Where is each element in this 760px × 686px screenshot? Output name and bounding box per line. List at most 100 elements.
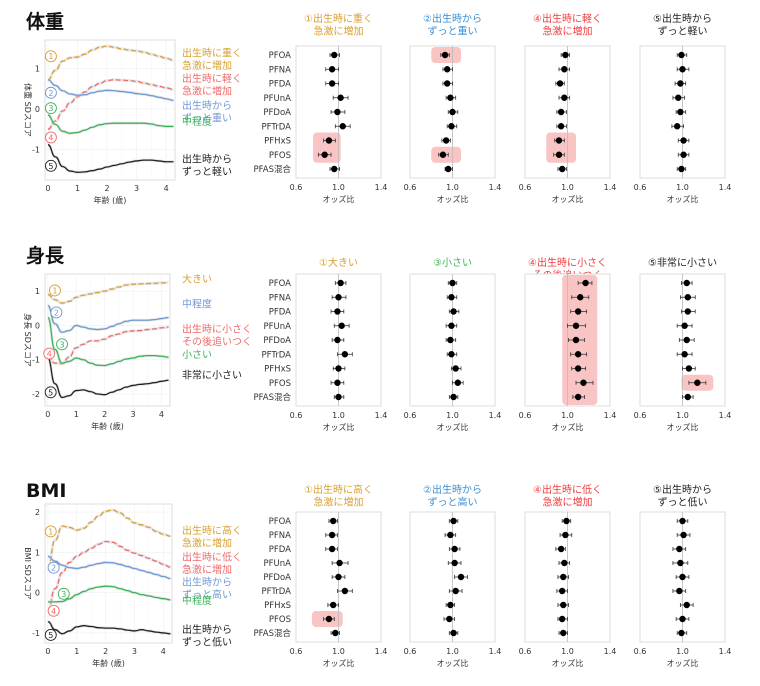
odds-ratio-point bbox=[684, 294, 692, 301]
odds-ratio-point bbox=[450, 393, 457, 401]
x-tick-label: 0.6 bbox=[290, 411, 303, 420]
odds-ratio-point bbox=[683, 279, 690, 287]
odds-ratio-point bbox=[335, 573, 342, 581]
odds-ratio-point bbox=[677, 559, 684, 567]
odds-ratio-point bbox=[335, 365, 342, 372]
series-marker-number: 5 bbox=[48, 388, 53, 397]
panel-title: ずっと高い bbox=[428, 496, 478, 509]
series-marker-circle bbox=[44, 159, 57, 172]
x-tick-label: 3 bbox=[131, 410, 136, 419]
odds-ratio-point bbox=[676, 545, 683, 553]
odds-ratio-point bbox=[451, 559, 458, 567]
odds-ratio-point bbox=[678, 165, 685, 173]
y-tick-label: 0 bbox=[35, 589, 40, 598]
x-tick-label: 1.0 bbox=[332, 183, 345, 192]
row-label: PFOS bbox=[269, 151, 291, 161]
odds-ratio-point bbox=[447, 531, 454, 539]
panel-title: 急激に増加 bbox=[543, 25, 593, 38]
row-label: PFNA bbox=[269, 531, 291, 541]
x-tick-label: 1.4 bbox=[489, 411, 502, 420]
odds-ratio-point bbox=[561, 66, 568, 73]
series-marker-circle bbox=[44, 525, 57, 538]
odds-ratio-point bbox=[557, 108, 565, 116]
odds-ratio-point bbox=[449, 279, 456, 287]
panel-title: ⑤出生時から bbox=[653, 483, 712, 496]
odds-ratio-point bbox=[439, 151, 447, 158]
odds-ratio-point bbox=[558, 615, 566, 623]
panel-title: ③小さい bbox=[433, 257, 472, 269]
odds-ratio-point bbox=[447, 336, 454, 344]
series-label: 出生時から bbox=[182, 99, 232, 112]
odds-ratio-point bbox=[558, 587, 566, 595]
x-tick-label: 1.0 bbox=[446, 411, 459, 420]
odds-ratio-point bbox=[555, 137, 563, 144]
x-tick-label: 0.6 bbox=[519, 183, 532, 192]
row-label: PFUnA bbox=[264, 322, 292, 332]
series-line-4 bbox=[47, 540, 171, 612]
series-marker-circle bbox=[48, 284, 61, 297]
row-label: PFOS bbox=[269, 615, 291, 625]
x-tick-label: 0.6 bbox=[519, 411, 532, 420]
forest-panel: ①大きい 0.6 1.0 1.4 オッズ比 bbox=[290, 256, 388, 432]
series-label: 出生時から bbox=[182, 623, 232, 636]
odds-ratio-point bbox=[331, 165, 338, 173]
row-label: PFUnA bbox=[264, 559, 292, 569]
odds-ratio-point bbox=[679, 615, 686, 623]
series-line-1 bbox=[47, 281, 169, 304]
series-label: 出生時に高く bbox=[182, 524, 242, 537]
y-tick-label: 1 bbox=[35, 64, 40, 73]
x-tick-label: 0.6 bbox=[290, 183, 303, 192]
odds-ratio-point bbox=[680, 531, 687, 539]
x-tick-label: 0.6 bbox=[290, 647, 303, 656]
odds-ratio-point bbox=[451, 545, 458, 553]
odds-ratio-point bbox=[561, 94, 568, 101]
x-axis-title: オッズ比 bbox=[667, 658, 699, 668]
odds-ratio-point bbox=[449, 108, 456, 116]
odds-ratio-point bbox=[341, 351, 349, 358]
odds-ratio-point bbox=[574, 365, 582, 372]
x-axis-title: オッズ比 bbox=[437, 422, 469, 432]
odds-ratio-point bbox=[562, 531, 569, 539]
row-label: PFOA bbox=[269, 279, 292, 289]
x-tick-label: 1.4 bbox=[719, 183, 732, 192]
odds-ratio-point bbox=[574, 308, 582, 315]
series-marker-circle bbox=[47, 561, 60, 574]
row-label: PFAS混合 bbox=[254, 628, 292, 639]
series-label: ずっと低い bbox=[182, 635, 232, 648]
series-marker-number: 5 bbox=[48, 631, 53, 640]
series-marker-number: 2 bbox=[48, 89, 53, 98]
odds-ratio-point bbox=[335, 294, 342, 301]
row-label: PFUnA bbox=[264, 94, 292, 104]
series-marker-circle bbox=[47, 604, 60, 617]
odds-ratio-point bbox=[448, 351, 455, 358]
series-label: 大きい bbox=[182, 273, 212, 286]
row-label: PFTrDA bbox=[261, 587, 291, 597]
odds-ratio-point bbox=[684, 393, 692, 401]
x-tick-label: 2 bbox=[103, 647, 108, 656]
odds-ratio-point bbox=[448, 322, 455, 329]
series-line-2 bbox=[47, 304, 169, 333]
series-label: 非常に小さい bbox=[182, 369, 242, 382]
odds-ratio-point bbox=[442, 137, 450, 144]
row-label: PFOS bbox=[269, 379, 291, 389]
odds-ratio-point bbox=[562, 51, 569, 59]
x-tick-label: 1.4 bbox=[604, 647, 617, 656]
odds-ratio-point bbox=[572, 336, 580, 344]
series-line-5 bbox=[47, 144, 174, 173]
x-axis-title: オッズ比 bbox=[323, 194, 355, 204]
series-marker-circle bbox=[50, 306, 63, 319]
series-marker-circle bbox=[44, 131, 57, 144]
series-marker-number: 1 bbox=[48, 52, 53, 61]
panel-title: ④出生時に軽く bbox=[533, 12, 602, 25]
odds-ratio-point bbox=[443, 66, 451, 73]
odds-ratio-point bbox=[450, 629, 457, 637]
odds-ratio-point bbox=[445, 165, 452, 173]
series-marker-number: 4 bbox=[51, 607, 56, 616]
series-marker-number: 1 bbox=[48, 527, 53, 536]
